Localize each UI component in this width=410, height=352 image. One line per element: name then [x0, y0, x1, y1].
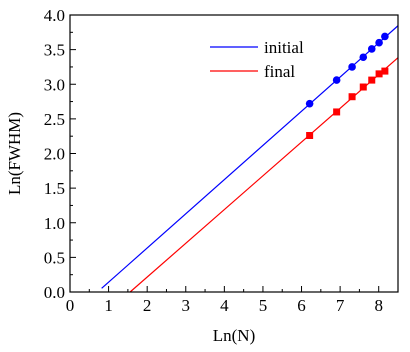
initial-data-point [332, 76, 341, 84]
x-tick-label: 2 [143, 296, 152, 315]
initial-data-point [305, 99, 314, 108]
x-tick-label: 3 [182, 296, 191, 315]
y-tick-label: 0.0 [44, 283, 65, 302]
x-tick-label: 4 [220, 296, 229, 315]
legend-label-final: final [264, 62, 295, 81]
final-data-point [359, 83, 367, 91]
final-data-point [381, 67, 389, 75]
legend-label-initial: initial [264, 38, 304, 57]
axis-ticks [69, 14, 380, 293]
x-tick-label: 8 [374, 296, 383, 315]
final-data-point [368, 76, 376, 84]
y-tick-label: 3.0 [44, 75, 65, 94]
initial-data-point [359, 53, 368, 62]
y-tick-label: 1.5 [44, 179, 65, 198]
initial-data-point [381, 32, 389, 41]
y-tick-label: 4.0 [44, 6, 65, 25]
y-tick-label: 0.5 [44, 248, 65, 267]
tick-labels: 0 1 2 3 4 5 6 7 8 0.0 0.5 1.0 1.5 2.0 2.5 3.0 3.5 4.0 [44, 6, 383, 315]
final-data-point [348, 93, 356, 101]
initial-data-point [375, 38, 383, 47]
final-fit-line [129, 57, 399, 293]
data-markers [305, 32, 389, 139]
x-tick-label: 0 [66, 296, 75, 315]
y-tick-label: 2.5 [44, 110, 65, 129]
y-tick-label: 1.0 [44, 214, 65, 233]
plot-frame [69, 14, 399, 293]
y-tick-label: 3.5 [44, 41, 65, 60]
initial-fit-line [101, 25, 399, 289]
x-tick-label: 7 [336, 296, 345, 315]
initial-data-point [367, 45, 376, 53]
y-axis-label: Ln(FWHM) [5, 112, 24, 195]
final-data-point [306, 131, 314, 139]
x-tick-label: 6 [297, 296, 306, 315]
y-tick-label: 2.0 [44, 145, 65, 164]
final-data-point [375, 70, 383, 78]
final-data-point [333, 108, 341, 116]
x-tick-label: 5 [259, 296, 268, 315]
legend: initial final [210, 38, 304, 81]
initial-data-point [348, 63, 356, 71]
x-tick-label: 1 [104, 296, 113, 315]
x-axis-label: Ln(N) [213, 326, 255, 345]
